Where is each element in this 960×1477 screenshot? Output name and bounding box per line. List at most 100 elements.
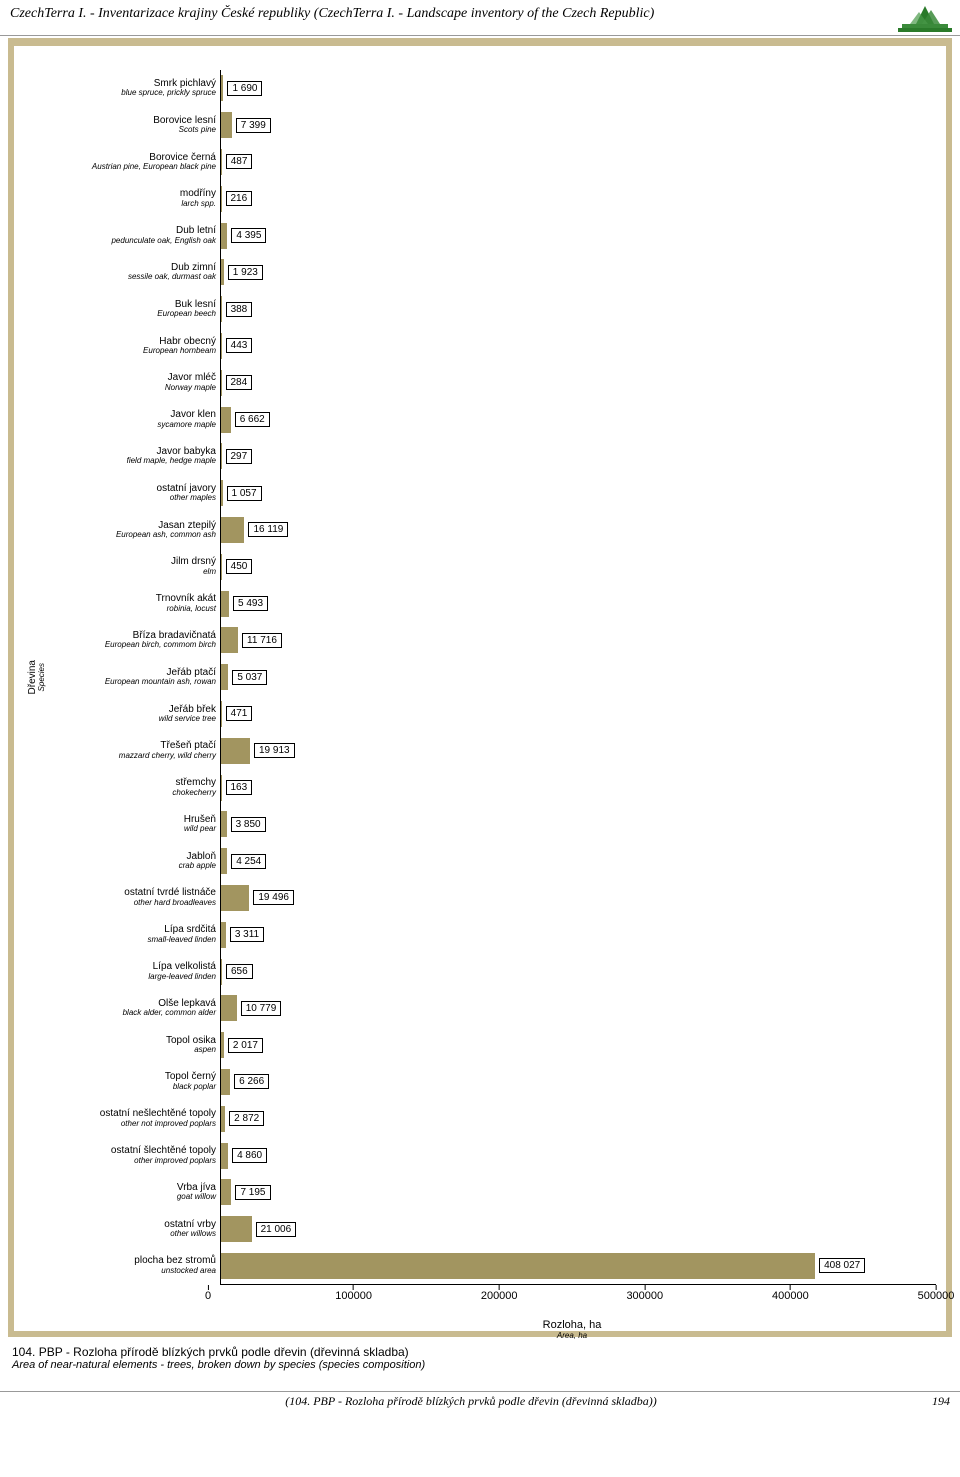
- y-axis-label: Dřevina Species: [24, 660, 50, 694]
- bar-row: 16 119: [221, 512, 936, 549]
- category-label-en: European birch, commom birch: [50, 641, 216, 649]
- category-label-en: European beech: [50, 310, 216, 318]
- bar-row: 297: [221, 438, 936, 475]
- bar-row: 2 017: [221, 1027, 936, 1064]
- bar: [221, 407, 231, 433]
- category-label: Olše lepkaváblack alder, common alder: [50, 990, 220, 1027]
- bar: [221, 664, 228, 690]
- bar: [221, 995, 237, 1021]
- bar-value-label: 7 195: [235, 1185, 270, 1200]
- bar: [221, 1253, 815, 1279]
- category-labels: Smrk pichlavýblue spruce, prickly spruce…: [50, 70, 220, 1285]
- bar-value-label: 2 872: [229, 1111, 264, 1126]
- category-label-en: other willows: [50, 1230, 216, 1238]
- bar: [221, 186, 222, 212]
- bar-row: 471: [221, 696, 936, 733]
- category-label: ostatní šlechtěné topolyother improved p…: [50, 1137, 220, 1174]
- category-label-en: wild pear: [50, 825, 216, 833]
- category-label: Smrk pichlavýblue spruce, prickly spruce: [50, 70, 220, 107]
- category-label: ostatní vrbyother willows: [50, 1211, 220, 1248]
- category-label: Lípa velkolistálarge-leaved linden: [50, 953, 220, 990]
- category-label: Třešeň ptačímazzard cherry, wild cherry: [50, 732, 220, 769]
- bar-row: 19 913: [221, 732, 936, 769]
- bar-value-label: 3 311: [230, 927, 264, 942]
- bar-row: 1 690: [221, 70, 936, 107]
- bar-row: 284: [221, 364, 936, 401]
- category-label: Vrba jívagoat willow: [50, 1174, 220, 1211]
- category-label-en: black alder, common alder: [50, 1009, 216, 1017]
- category-label-en: Scots pine: [50, 126, 216, 134]
- bar-row: 1 057: [221, 475, 936, 512]
- bar: [221, 259, 224, 285]
- footer-page: 194: [932, 1394, 950, 1409]
- category-label: Jasan ztepilýEuropean ash, common ash: [50, 512, 220, 549]
- bar-value-label: 16 119: [248, 522, 288, 537]
- bar-value-label: 4 254: [231, 854, 266, 869]
- header-title: CzechTerra I. - Inventarizace krajiny Če…: [10, 6, 950, 23]
- bar-value-label: 7 399: [236, 118, 271, 133]
- x-tick-label: 200000: [481, 1290, 518, 1302]
- bar: [221, 738, 250, 764]
- bar-value-label: 3 850: [231, 817, 266, 832]
- bar-value-label: 284: [226, 375, 253, 390]
- logo-icon: [898, 2, 952, 37]
- category-label-en: crab apple: [50, 862, 216, 870]
- x-tick: 100000: [335, 1285, 372, 1302]
- category-label: Borovice černáAustrian pine, European bl…: [50, 144, 220, 181]
- bar-value-label: 11 716: [242, 633, 282, 648]
- category-label: Habr obecnýEuropean hornbeam: [50, 328, 220, 365]
- bar: [221, 75, 223, 101]
- category-label: ostatní nešlechtěné topolyother not impr…: [50, 1100, 220, 1137]
- category-label-en: blue spruce, prickly spruce: [50, 89, 216, 97]
- category-label-cz: Jilm drsný: [50, 557, 216, 568]
- page-header: CzechTerra I. - Inventarizace krajiny Če…: [0, 0, 960, 36]
- bar-row: 3 311: [221, 916, 936, 953]
- chart-panel: Dřevina Species Smrk pichlavýblue spruce…: [8, 38, 952, 1337]
- category-label-en: Austrian pine, European black pine: [50, 163, 216, 171]
- bar: [221, 811, 227, 837]
- bar: [221, 848, 227, 874]
- bar-row: 3 850: [221, 806, 936, 843]
- category-label-en: sycamore maple: [50, 421, 216, 429]
- bar-row: 4 860: [221, 1137, 936, 1174]
- bar-row: 487: [221, 144, 936, 181]
- category-label-en: other hard broadleaves: [50, 899, 216, 907]
- bar-row: 11 716: [221, 622, 936, 659]
- page-footer: (104. PBP - Rozloha přírodě blízkých prv…: [0, 1391, 960, 1413]
- bar-row: 163: [221, 769, 936, 806]
- bar-value-label: 6 266: [234, 1074, 269, 1089]
- category-label-en: elm: [50, 568, 216, 576]
- category-label: modřínylarch spp.: [50, 180, 220, 217]
- bar: [221, 1032, 224, 1058]
- chart-plot-area: Dřevina Species Smrk pichlavýblue spruce…: [14, 46, 946, 1331]
- chart-caption: 104. PBP - Rozloha přírodě blízkých prvk…: [12, 1345, 948, 1371]
- bar-value-label: 656: [226, 964, 253, 979]
- category-label-en: black poplar: [50, 1083, 216, 1091]
- category-label-cz: Topol osika: [50, 1036, 216, 1047]
- category-label: Trnovník akátrobinia, locust: [50, 585, 220, 622]
- category-label: ostatní javoryother maples: [50, 475, 220, 512]
- bar-value-label: 19 496: [253, 890, 294, 905]
- bar-row: 5 037: [221, 659, 936, 696]
- bar-row: 2 872: [221, 1100, 936, 1137]
- bar-row: 6 662: [221, 401, 936, 438]
- category-label-en: European ash, common ash: [50, 531, 216, 539]
- category-label-en: European mountain ash, rowan: [50, 678, 216, 686]
- bar-row: 5 493: [221, 585, 936, 622]
- x-tick-label: 300000: [626, 1290, 663, 1302]
- category-label: Lípa srdčitásmall-leaved linden: [50, 916, 220, 953]
- category-label: Jeřáb břekwild service tree: [50, 696, 220, 733]
- category-label-en: other not improved poplars: [50, 1120, 216, 1128]
- category-label: plocha bez stromůunstocked area: [50, 1248, 220, 1285]
- category-label: Bříza bradavičnatáEuropean birch, commom…: [50, 622, 220, 659]
- bar-row: 656: [221, 953, 936, 990]
- bar: [221, 1106, 225, 1132]
- bar: [221, 959, 222, 985]
- category-label-en: other improved poplars: [50, 1157, 216, 1165]
- x-tick-label: 500000: [918, 1290, 955, 1302]
- bar-value-label: 450: [226, 559, 253, 574]
- category-label-en: larch spp.: [50, 200, 216, 208]
- bar-row: 388: [221, 291, 936, 328]
- bar: [221, 296, 222, 322]
- category-label-en: wild service tree: [50, 715, 216, 723]
